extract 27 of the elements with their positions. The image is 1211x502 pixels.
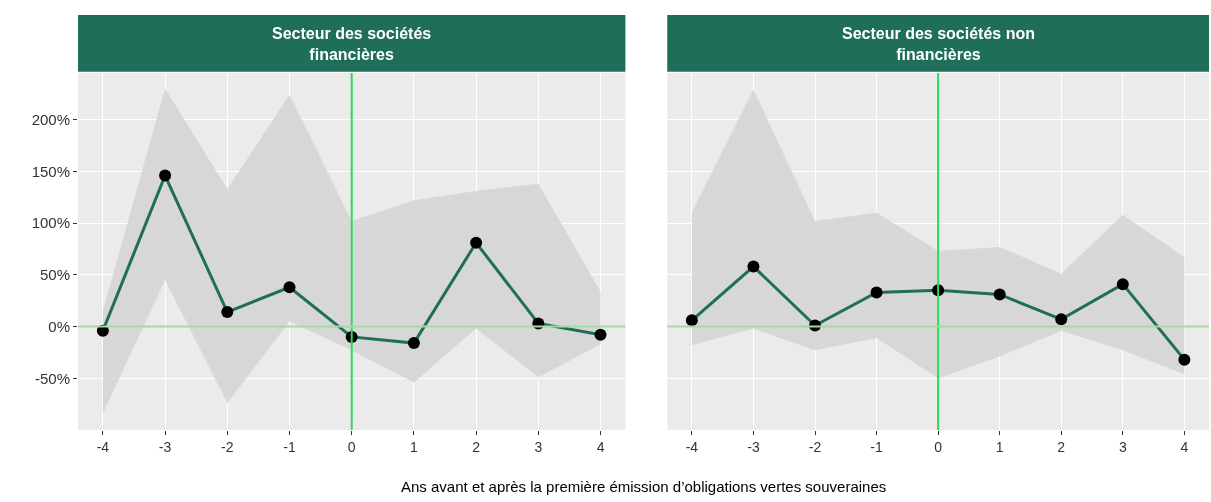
x-tick-label: 3 [1118,438,1127,455]
chart-title: Secteur des sociétés non financières [842,25,1035,63]
y-tick-label: 200% [31,110,70,128]
y-tick-label: 150% [31,162,70,180]
x-tick-label: -4 [685,438,699,455]
x-tick-label: 1 [995,438,1004,455]
x-tick-label: -4 [96,438,110,455]
x-tick-label: -3 [158,438,172,455]
x-tick-label: -2 [221,438,234,455]
y-tick-label: 100% [31,214,70,232]
y-tick-label: 50% [39,266,70,284]
x-tick-label: 3 [534,438,543,455]
x-tick-label: -1 [870,438,883,455]
x-tick-label: 4 [596,438,605,455]
x-tick-label: 4 [1180,438,1189,455]
x-tick-label: -1 [283,438,296,455]
x-tick-label: 0 [934,438,943,455]
x-axis-title: Ans avant et après la première émission d’obligations vertes souveraines [401,478,887,495]
x-tick-label: 2 [1057,438,1066,455]
x-tick-label: 1 [410,438,419,455]
x-tick-label: 2 [472,438,481,455]
x-tick-label: -2 [808,438,822,455]
chart-title: Secteur des sociétés financières [272,25,432,63]
x-tick-label: -3 [747,438,760,455]
y-tick-label: 0% [48,317,70,335]
x-tick-label: 0 [347,438,356,455]
y-tick-label: -50% [34,369,70,387]
